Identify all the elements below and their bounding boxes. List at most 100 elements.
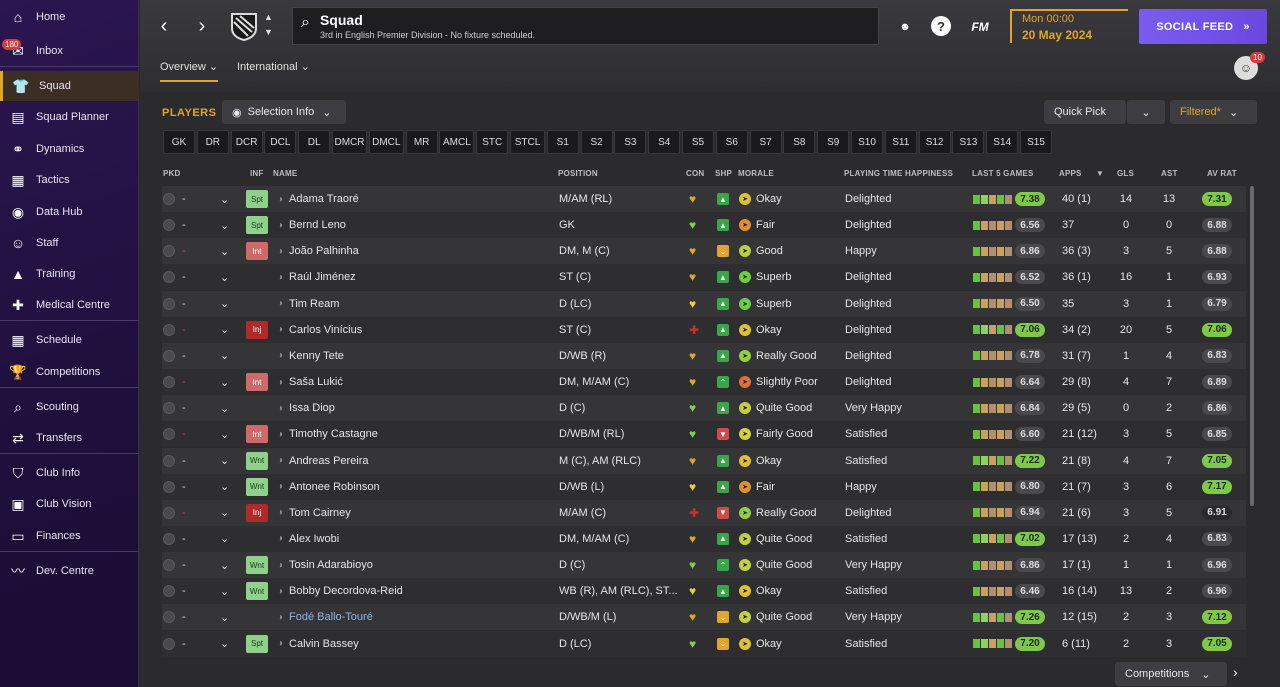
player-name[interactable]: Tom Cairney xyxy=(289,506,351,519)
scrollbar[interactable] xyxy=(1250,186,1254,506)
table-row[interactable]: - ⌄ Spt ◑ Bernd Leno GK ♥ ▲ ➤ Fair Delighted 6.56 37… xyxy=(162,212,1246,239)
pick-checkbox[interactable] xyxy=(163,376,175,389)
player-name[interactable]: Kenny Tete xyxy=(289,349,344,362)
column-header-ast[interactable]: AST xyxy=(1161,169,1178,178)
player-name[interactable]: Andreas Pereira xyxy=(289,454,369,467)
table-row[interactable]: - ⌄ Int ◑ Timothy Castagne D/WB/M (RL) ♥ ▼ ➤ Fair… xyxy=(162,421,1246,448)
table-row[interactable]: - ⌄ ◑ Alex Iwobi DM, M/AM (C) ♥ ▲ ➤ Quite Good Sa… xyxy=(162,525,1246,552)
player-name[interactable]: Raúl Jiménez xyxy=(289,271,356,284)
position-filter-s10[interactable]: S10 xyxy=(851,130,883,154)
pick-cell[interactable] xyxy=(163,212,177,238)
name-cell[interactable]: ◑ Kenny Tete xyxy=(277,343,547,369)
table-row[interactable]: - ⌄ Wnt ◑ Tosin Adarabioyo D (C) ♥ ⌃ ➤ Quite Good… xyxy=(162,552,1246,579)
club-up-icon[interactable]: ▲ xyxy=(264,12,273,22)
column-header-name[interactable]: NAME xyxy=(273,169,298,178)
position-filter-stcl[interactable]: STCL xyxy=(510,130,545,154)
pick-checkbox[interactable] xyxy=(163,532,175,545)
column-header-inf[interactable]: INF xyxy=(250,169,264,178)
status-badge[interactable]: Wnt xyxy=(246,556,268,575)
status-badge[interactable]: Wnt xyxy=(246,451,268,470)
table-row[interactable]: - ⌄ ◑ Kenny Tete D/WB (R) ♥ ▲ ➤ Really Good Delig… xyxy=(162,342,1246,369)
position-filter-s3[interactable]: S3 xyxy=(614,130,647,154)
sidebar-item-dynamics[interactable]: ⚭ Dynamics xyxy=(0,134,139,164)
pick-checkbox[interactable] xyxy=(163,637,175,650)
position-filter-s1[interactable]: S1 xyxy=(546,130,579,154)
status-badge[interactable]: Inj xyxy=(246,503,268,522)
tab-overview[interactable]: Overview ⌄ xyxy=(160,60,219,82)
column-header-con[interactable]: CON xyxy=(686,169,705,178)
player-name[interactable]: Bernd Leno xyxy=(289,219,346,232)
club-crest-icon[interactable] xyxy=(228,10,260,42)
sidebar-item-transfers[interactable]: ⇄ Transfers xyxy=(0,423,139,453)
sidebar-item-squad[interactable]: 👕 Squad xyxy=(0,71,139,101)
position-filter-s13[interactable]: S13 xyxy=(952,130,985,154)
sidebar-item-home[interactable]: ⌂ Home xyxy=(0,2,139,32)
pick-cell[interactable] xyxy=(163,238,177,264)
row-menu-button[interactable]: ⌄ xyxy=(220,238,234,264)
name-cell[interactable]: ◑ Calvin Bassey xyxy=(277,631,547,657)
name-cell[interactable]: ◑ Alex Iwobi xyxy=(277,526,547,552)
player-name[interactable]: Antonee Robinson xyxy=(289,480,380,493)
row-menu-button[interactable]: ⌄ xyxy=(220,317,234,343)
row-menu-button[interactable]: ⌄ xyxy=(220,291,234,317)
name-cell[interactable]: ◑ Andreas Pereira xyxy=(277,448,547,474)
pick-cell[interactable] xyxy=(163,264,177,290)
row-menu-button[interactable]: ⌄ xyxy=(220,264,234,290)
pick-checkbox[interactable] xyxy=(163,245,175,258)
pick-cell[interactable] xyxy=(163,343,177,369)
table-row[interactable]: - ⌄ Inj ◑ Tom Cairney M/AM (C) ✚ ▼ ➤ Really Good D… xyxy=(162,499,1246,526)
pick-checkbox[interactable] xyxy=(163,506,175,519)
row-menu-button[interactable]: ⌄ xyxy=(220,526,234,552)
row-menu-button[interactable]: ⌄ xyxy=(220,474,234,500)
pick-cell[interactable] xyxy=(163,474,177,500)
position-filter-s7[interactable]: S7 xyxy=(749,130,782,154)
name-cell[interactable]: ◑ João Palhinha xyxy=(277,238,547,264)
name-cell[interactable]: ◑ Adama Traoré xyxy=(277,186,547,212)
chevron-right-icon[interactable]: › xyxy=(1233,664,1238,680)
pick-cell[interactable] xyxy=(163,500,177,526)
row-menu-button[interactable]: ⌄ xyxy=(220,448,234,474)
position-filter-s8[interactable]: S8 xyxy=(783,130,816,154)
player-name[interactable]: Saša Lukić xyxy=(289,376,343,389)
quick-pick-button[interactable]: Quick Pick xyxy=(1044,100,1126,124)
fm-menu-button[interactable]: FM xyxy=(971,20,989,34)
player-name[interactable]: Calvin Bassey xyxy=(289,637,359,650)
skull-icon[interactable]: ☻ xyxy=(899,21,911,33)
sidebar-item-tactics[interactable]: ▦ Tactics xyxy=(0,165,139,195)
sidebar-item-schedule[interactable]: ▦ Schedule xyxy=(0,325,139,355)
pick-checkbox[interactable] xyxy=(163,349,175,362)
sidebar-item-medical-centre[interactable]: ✚ Medical Centre xyxy=(0,290,139,320)
pick-checkbox[interactable] xyxy=(163,297,175,310)
pick-checkbox[interactable] xyxy=(163,611,175,624)
tab-international[interactable]: International ⌄ xyxy=(237,60,310,82)
name-cell[interactable]: ◑ Antonee Robinson xyxy=(277,474,547,500)
status-badge[interactable]: Wnt xyxy=(246,477,268,496)
status-badge[interactable]: Int xyxy=(246,373,268,392)
player-name[interactable]: Adama Traoré xyxy=(289,193,359,205)
player-name[interactable]: Issa Diop xyxy=(289,402,335,415)
player-name[interactable]: Carlos Vinícius xyxy=(289,323,363,336)
status-badge[interactable]: Inj xyxy=(246,320,268,339)
position-filter-s14[interactable]: S14 xyxy=(986,130,1019,154)
name-cell[interactable]: ◑ Tosin Adarabioyo xyxy=(277,552,547,578)
table-row[interactable]: - ⌄ Spt ◑ Calvin Bassey D (LC) ♥ ⌄ ➤ Okay Satisfie… xyxy=(162,630,1246,657)
filter-dropdown[interactable]: Filtered* ⌄ xyxy=(1170,100,1257,124)
position-filter-s6[interactable]: S6 xyxy=(715,130,748,154)
row-menu-button[interactable]: ⌄ xyxy=(220,186,234,212)
pick-checkbox[interactable] xyxy=(163,454,175,467)
name-cell[interactable]: ◑ Tim Ream xyxy=(277,291,547,317)
back-button[interactable]: ‹ xyxy=(160,14,168,37)
pick-checkbox[interactable] xyxy=(163,323,175,336)
table-row[interactable]: - ⌄ Wnt ◑ Andreas Pereira M (C), AM (RLC) ♥ ▲ ➤ O… xyxy=(162,447,1246,474)
player-name[interactable]: Tim Ream xyxy=(289,297,340,310)
row-menu-button[interactable]: ⌄ xyxy=(220,421,234,447)
pick-checkbox[interactable] xyxy=(163,559,175,572)
club-down-icon[interactable]: ▼ xyxy=(264,27,273,37)
table-row[interactable]: - ⌄ ◑ Tim Ream D (LC) ♥ ▲ ➤ Superb Delighted 6.50 3… xyxy=(162,290,1246,317)
player-name[interactable]: Tosin Adarabioyo xyxy=(289,559,373,572)
table-row[interactable]: - ⌄ Wnt ◑ Antonee Robinson D/WB (L) ♥ ▲ ➤ Fair Hap… xyxy=(162,473,1246,500)
status-badge[interactable]: Int xyxy=(246,242,268,261)
name-cell[interactable]: ◑ Fodé Ballo-Touré xyxy=(277,604,547,630)
pick-cell[interactable] xyxy=(163,186,177,212)
status-badge[interactable]: Spt xyxy=(246,634,268,653)
